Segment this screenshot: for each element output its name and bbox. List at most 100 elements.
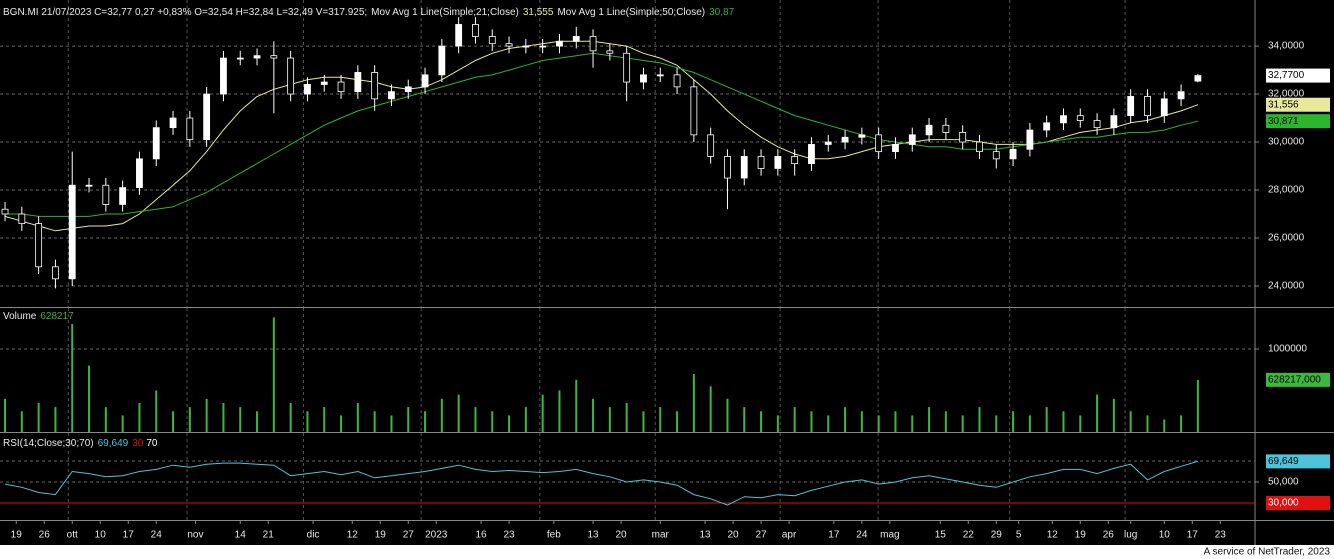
x-tick-label: 2023 <box>425 530 448 541</box>
legend-name: Volume <box>3 311 37 322</box>
price-box <box>1266 114 1330 129</box>
candle-body <box>623 52 631 83</box>
candle-body <box>572 36 580 42</box>
volume-bar <box>20 411 23 432</box>
legend-value: 69,649 <box>98 438 129 449</box>
volume-bar <box>1180 415 1183 432</box>
candle-body <box>287 57 295 95</box>
x-tick-label: 17 <box>123 530 135 541</box>
x-tick-label: nov <box>187 530 203 541</box>
volume-bar <box>692 373 695 432</box>
candle-body <box>1144 96 1151 117</box>
candle-body <box>455 24 463 47</box>
volume-bar <box>37 402 40 432</box>
price-box-label: 32,7700 <box>1268 70 1305 81</box>
candle-body <box>1076 115 1084 121</box>
candle-body <box>1110 115 1118 129</box>
candle-body <box>320 81 328 85</box>
candle-body <box>942 124 950 133</box>
candle-body <box>404 86 412 93</box>
volume-bar <box>424 411 427 432</box>
volume-bar <box>390 415 393 432</box>
candle-body <box>1026 129 1034 150</box>
legend: Volume 628217 <box>3 311 74 322</box>
candle-body <box>539 45 547 48</box>
legend-quote: BGN.MI 21/07/2023 C=32,77 0,27 +0,83% O=… <box>3 7 367 18</box>
candle-body <box>236 57 244 60</box>
candle-body <box>354 72 362 93</box>
candle-body <box>438 45 446 76</box>
x-tick-label: 13 <box>700 530 712 541</box>
volume-bar <box>205 398 208 432</box>
x-tick-label: 23 <box>1215 530 1227 541</box>
volume-bar <box>1062 411 1065 432</box>
volume-bar <box>558 390 561 432</box>
price-box-label: 628217,000 <box>1268 374 1321 385</box>
volume-bar <box>524 407 527 432</box>
candle-body <box>1 208 9 215</box>
x-tick-label: 23 <box>503 530 515 541</box>
volume-bar <box>1079 415 1082 432</box>
volume-bar <box>726 398 729 432</box>
price-box-label: 31,556 <box>1268 99 1299 110</box>
volume-bar <box>272 317 275 432</box>
candle-body <box>472 24 479 37</box>
x-tick-label: 13 <box>587 530 599 541</box>
y-tick-label: 1000000 <box>1268 344 1307 355</box>
candle-body <box>791 156 799 165</box>
volume-bar <box>155 390 158 432</box>
candle-body <box>908 134 916 145</box>
price-box-label: 30,000 <box>1268 498 1299 509</box>
y-tick-label: 26,0000 <box>1268 233 1305 244</box>
volume-bar <box>306 411 309 432</box>
legend: BGN.MI 21/07/2023 C=32,77 0,27 +0,83% O=… <box>3 7 735 18</box>
x-tick-label: mar <box>652 530 670 541</box>
x-tick-label: 22 <box>963 530 975 541</box>
footer: A service of NetTrader, 2023 <box>1204 547 1331 558</box>
legend-value: 31,555 <box>523 7 554 18</box>
volume-bar <box>776 415 779 432</box>
candle-body <box>724 156 731 179</box>
candle-body <box>18 213 26 225</box>
candle-body <box>270 55 278 59</box>
volume-bar <box>676 411 679 432</box>
x-tick-label: 19 <box>11 530 23 541</box>
y-tick-label: 50,000 <box>1268 477 1299 488</box>
volume-bar <box>860 411 863 432</box>
y-tick-label: 30,0000 <box>1268 137 1305 148</box>
volume-bar <box>323 407 326 432</box>
x-tick-label: 19 <box>1075 530 1087 541</box>
x-tick-label: 20 <box>615 530 627 541</box>
candle-body <box>589 36 597 52</box>
volume-bar <box>575 379 578 432</box>
volume-bar <box>356 402 359 432</box>
volume-bar <box>608 407 611 432</box>
y-tick-label: 34,0000 <box>1268 41 1305 52</box>
price-box <box>1266 454 1330 469</box>
x-tick-label: 12 <box>1047 530 1059 541</box>
x-tick-label: ott <box>67 530 78 541</box>
candle-body <box>35 223 43 268</box>
candle-body <box>992 151 1000 160</box>
x-tick-label: 24 <box>151 530 163 541</box>
x-tick-label: feb <box>547 530 561 541</box>
price-box-label: 69,649 <box>1268 456 1299 467</box>
volume-bar <box>541 394 544 432</box>
candle-body <box>1093 120 1101 129</box>
candle-body <box>1060 115 1067 124</box>
volume-bar <box>373 411 376 432</box>
x-tick-label: 16 <box>475 530 487 541</box>
x-tick-label: 24 <box>856 530 868 541</box>
volume-bar <box>508 415 511 432</box>
candle-body <box>673 74 681 88</box>
candle-body <box>1009 148 1017 160</box>
volume-bar <box>1196 379 1199 432</box>
candle-body <box>1043 122 1051 131</box>
volume-bar <box>222 402 225 432</box>
x-tick-label: 15 <box>935 530 947 541</box>
volume-bar <box>256 411 259 432</box>
volume-bar <box>138 402 141 432</box>
volume-bar <box>104 407 107 432</box>
